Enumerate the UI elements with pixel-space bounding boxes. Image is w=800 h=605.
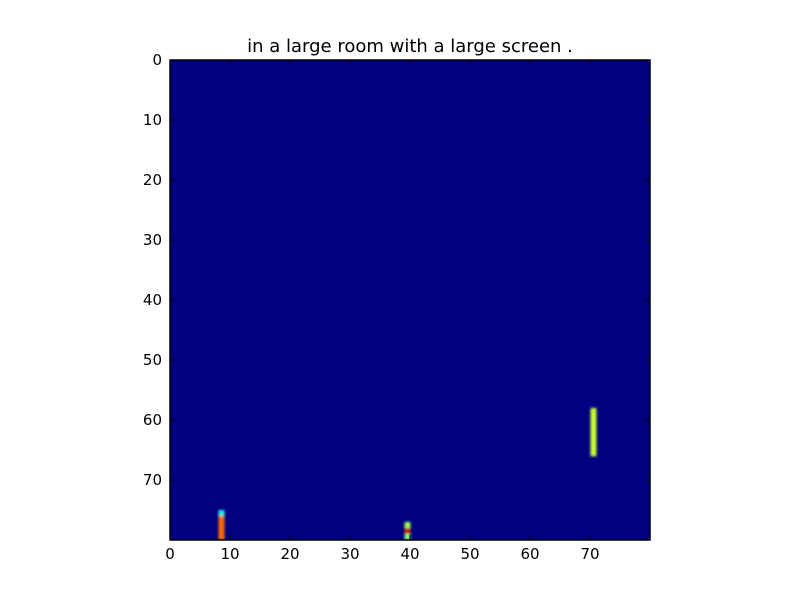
heatmap-cell	[590, 438, 597, 445]
x-tick-label: 40	[400, 545, 419, 563]
y-tick-label: 20	[143, 171, 162, 189]
heatmap-cell	[590, 444, 597, 451]
heatmap-cell	[218, 510, 225, 517]
heatmap-cell	[218, 516, 225, 523]
x-tick-label: 10	[220, 545, 239, 563]
x-tick-label: 20	[280, 545, 299, 563]
x-tick-label: 50	[460, 545, 479, 563]
y-tick-label: 10	[143, 111, 162, 129]
heatmap-cell	[404, 522, 411, 529]
chart-title: in a large room with a large screen .	[247, 36, 573, 57]
y-tick-label: 70	[143, 471, 162, 489]
heatmap-cell	[218, 522, 225, 529]
heatmap-cells	[218, 408, 597, 540]
heatmap-cell	[218, 534, 225, 540]
heatmap-cell	[590, 432, 597, 439]
x-tick-label: 0	[165, 545, 175, 563]
plot-area	[169, 59, 651, 541]
x-tick-label: 60	[520, 545, 539, 563]
heatmap-cell	[590, 426, 597, 433]
x-axis: 0 10 20 30 40 50 60 70	[165, 60, 600, 563]
heatmap-background	[170, 60, 650, 540]
heatmap-cell	[404, 534, 411, 540]
heatmap-cell	[590, 408, 597, 415]
y-tick-label: 30	[143, 231, 162, 249]
y-tick-label: 50	[143, 351, 162, 369]
y-axis: 0 10 20 30 40 50 60 70	[143, 51, 650, 489]
heatmap-cell	[404, 528, 411, 535]
heatmap-cell	[590, 450, 597, 457]
heatmap-cell	[590, 414, 597, 421]
heatmap-cell	[218, 528, 225, 535]
y-tick-label: 40	[143, 291, 162, 309]
heatmap-cell	[590, 420, 597, 427]
y-tick-label: 60	[143, 411, 162, 429]
y-tick-label: 0	[152, 51, 162, 69]
x-tick-label: 70	[580, 545, 599, 563]
x-tick-label: 30	[340, 545, 359, 563]
